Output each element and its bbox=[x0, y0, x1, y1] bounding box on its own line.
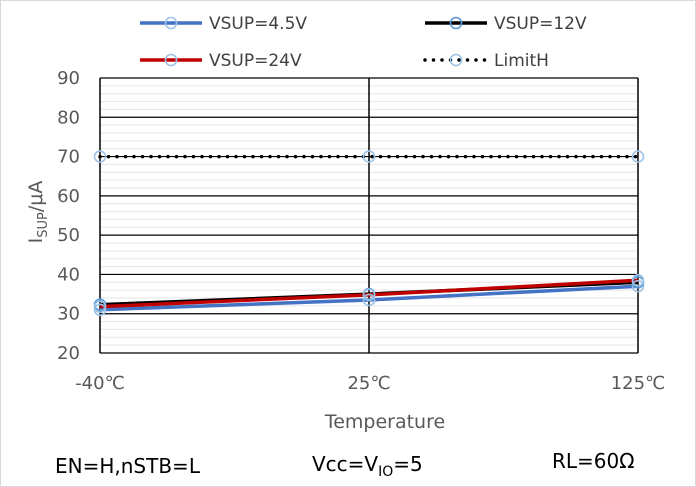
x-tick-label: 25℃ bbox=[347, 373, 390, 394]
y-tick-label: 30 bbox=[57, 304, 80, 325]
series-group bbox=[93, 150, 645, 317]
condition-note-right: RL=60Ω bbox=[552, 449, 635, 473]
legend-label: VSUP=4.5V bbox=[209, 14, 307, 34]
legend-label: VSUP=24V bbox=[209, 51, 302, 71]
condition-note-left: EN=H,nSTB=L bbox=[55, 454, 201, 478]
y-tick-label: 90 bbox=[57, 68, 80, 89]
y-tick-label: 60 bbox=[57, 186, 80, 207]
data-point bbox=[362, 288, 376, 302]
data-point bbox=[631, 274, 645, 287]
data-point bbox=[631, 150, 645, 163]
x-tick-labels: -40℃ 25℃ 125℃ bbox=[75, 373, 665, 394]
data-point bbox=[93, 303, 107, 317]
condition-note-middle: Vcc=VIO=5 bbox=[312, 452, 423, 480]
legend-swatch-marker bbox=[164, 16, 178, 30]
y-tick-label: 80 bbox=[57, 107, 80, 128]
legend-label: LimitH bbox=[494, 51, 549, 71]
legend-swatch-marker bbox=[449, 53, 463, 67]
legend-label: VSUP=12V bbox=[494, 14, 587, 34]
data-point bbox=[93, 150, 107, 163]
x-tick-label: -40℃ bbox=[75, 373, 125, 394]
y-tick-labels: 20 30 40 50 60 70 80 90 bbox=[57, 68, 80, 364]
x-axis-title: Temperature bbox=[324, 411, 445, 433]
legend-swatch-marker bbox=[164, 53, 178, 67]
y-tick-label: 20 bbox=[57, 343, 80, 364]
legend: VSUP=4.5V VSUP=12V VSUP=24V LimitH bbox=[140, 14, 587, 71]
y-tick-label: 50 bbox=[57, 225, 80, 246]
y-tick-label: 40 bbox=[57, 264, 80, 285]
data-point bbox=[362, 293, 376, 307]
legend-swatch-marker bbox=[449, 16, 463, 30]
y-axis-title: ISUP/μA bbox=[25, 181, 51, 244]
major-gridlines bbox=[99, 77, 639, 354]
data-point bbox=[631, 279, 645, 293]
x-tick-label: 125℃ bbox=[611, 373, 666, 394]
y-tick-label: 70 bbox=[57, 147, 80, 168]
data-point bbox=[93, 300, 107, 313]
data-point bbox=[362, 150, 376, 163]
